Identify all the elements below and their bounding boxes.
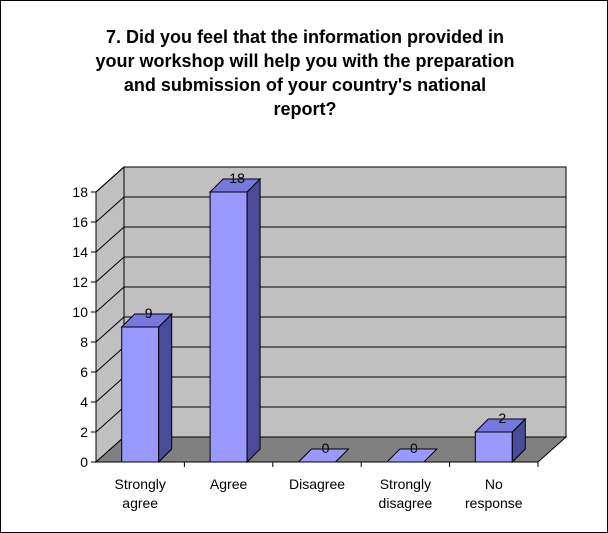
y-tick-label: 18 [72, 184, 88, 200]
x-tick-label: disagree [379, 495, 433, 511]
y-tick-label: 12 [72, 274, 88, 290]
bar-top [120, 313, 173, 328]
back-wall [123, 166, 567, 438]
data-label: 18 [229, 170, 245, 186]
x-tick-label: response [465, 495, 523, 511]
x-tick-label: No [485, 476, 503, 492]
y-tick-label: 10 [72, 304, 88, 320]
data-label: 9 [145, 305, 153, 321]
data-label: 0 [322, 440, 330, 456]
y-tick-label: 2 [80, 424, 88, 440]
gridline [95, 196, 566, 223]
bar-top [208, 178, 262, 193]
y-tick-label: 16 [72, 214, 88, 230]
x-tick-label: agree [122, 495, 158, 511]
y-tick-label: 14 [72, 244, 88, 260]
bar [209, 191, 248, 463]
gridline [95, 286, 566, 313]
y-tick-label: 0 [80, 454, 88, 470]
x-tick-label: Strongly [380, 476, 431, 492]
y-tick-label: 4 [80, 394, 88, 410]
bar [474, 431, 513, 463]
bar-side [246, 177, 261, 464]
gridline [95, 316, 566, 343]
bar-top [297, 448, 350, 463]
bar-top [474, 418, 527, 433]
y-tick-label: 8 [80, 334, 88, 350]
x-tick-label: Agree [210, 476, 248, 492]
gridline [95, 166, 566, 193]
y-tick-label: 6 [80, 364, 88, 380]
bar-top [385, 448, 439, 463]
data-label: 0 [410, 440, 418, 456]
gridline [95, 256, 566, 283]
x-tick-label: Strongly [115, 476, 166, 492]
side-wall [95, 165, 125, 464]
gridline [95, 226, 566, 253]
x-tick-label: Disagree [289, 476, 345, 492]
bar [121, 326, 160, 463]
bar-side [158, 312, 173, 464]
chart-title: 7. Did you feel that the information pro… [95, 27, 515, 119]
data-label: 2 [498, 410, 506, 426]
